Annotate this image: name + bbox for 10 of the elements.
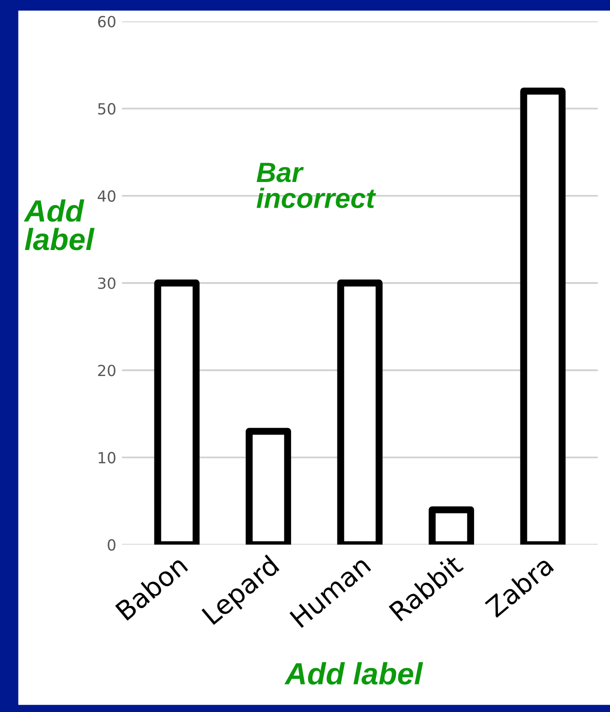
y-tick-label: 50 [98, 103, 116, 115]
y-tick-label: 10 [98, 452, 116, 464]
text: Add label [24, 199, 95, 250]
y-tick-label: 0 [108, 539, 116, 551]
annotation: Bar incorrect [256, 162, 376, 208]
text: Add label [284, 662, 424, 685]
y-tick-label: 40 [98, 190, 116, 202]
y-tick-label: 20 [98, 364, 116, 376]
y-tick-label: 60 [98, 16, 116, 28]
y-tick-label: 30 [98, 277, 116, 290]
